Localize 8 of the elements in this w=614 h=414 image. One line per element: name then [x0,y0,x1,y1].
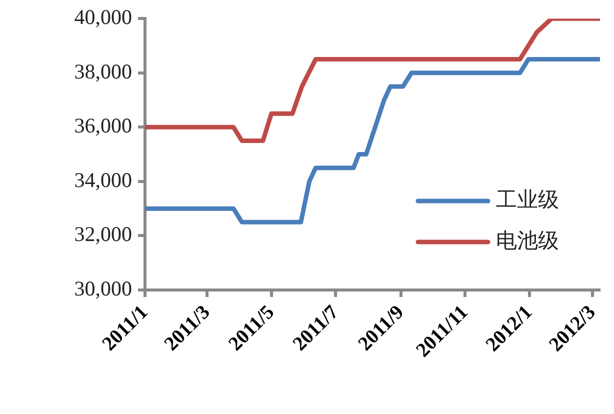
y-tick-label: 30,000 [74,276,132,301]
y-tick-label: 40,000 [74,5,132,30]
y-tick-label: 32,000 [74,222,132,246]
y-tick-label: 34,000 [74,168,132,192]
y-tick-label: 38,000 [74,59,132,84]
legend-label: 工业级 [496,188,559,212]
legend-label: 电池级 [496,228,559,253]
y-tick-label: 36,000 [74,114,132,138]
